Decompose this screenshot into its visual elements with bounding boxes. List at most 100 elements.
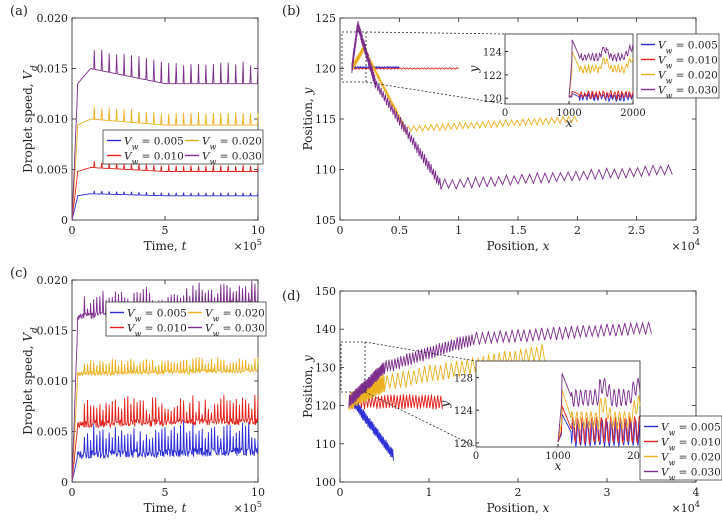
panel-b: 0 0.5 1 1.5 2 2.5 3 105 110 115 120 125 Position, x P… bbox=[282, 4, 720, 253]
y-tick-label: 150 bbox=[315, 285, 336, 298]
legend-entry: Vw = 0.030 bbox=[205, 323, 265, 339]
y-tick-label: 0.020 bbox=[37, 12, 69, 25]
trajectory-line bbox=[351, 21, 673, 191]
zoom-connector bbox=[365, 81, 506, 105]
y-tick-label: 130 bbox=[315, 361, 336, 374]
series-line bbox=[71, 280, 259, 483]
inset-series-line bbox=[557, 389, 641, 443]
panel-label: (d) bbox=[282, 289, 300, 304]
y-tick-label: 125 bbox=[315, 12, 336, 25]
y-tick-label: 0.005 bbox=[37, 164, 69, 177]
inset-series-line bbox=[568, 39, 634, 98]
x-tick-label: 10 bbox=[251, 224, 265, 237]
inset-x-tick-label: 2000 bbox=[620, 108, 645, 119]
x-multiplier: ×104 bbox=[672, 499, 700, 515]
legend-entry: Vw = 0.020 bbox=[661, 452, 721, 468]
y-tick-label: 0.010 bbox=[37, 375, 69, 388]
y-tick-label: 110 bbox=[315, 438, 336, 451]
inset-y-label: y bbox=[438, 400, 452, 408]
inset-y-tick-label: 120 bbox=[454, 439, 473, 450]
legend-entry: Vw = 0.005 bbox=[124, 136, 184, 152]
x-tick-label: 4 bbox=[693, 486, 700, 499]
inset-y-tick-label: 124 bbox=[454, 406, 473, 417]
y-tick-label: 0.015 bbox=[37, 63, 69, 76]
inset-y-tick-label: 128 bbox=[454, 373, 473, 384]
y-tick-label: 0.005 bbox=[37, 426, 69, 439]
legend-entry: Vw = 0.030 bbox=[661, 467, 721, 483]
y-tick-label: 120 bbox=[315, 63, 336, 76]
zoom-connector bbox=[364, 391, 477, 448]
inset-x-tick-label: 0 bbox=[473, 451, 479, 462]
legend-entry: Vw = 0.020 bbox=[658, 70, 718, 86]
legend-entry: Vw = 0.030 bbox=[202, 151, 262, 167]
x-tick-label: 10 bbox=[251, 486, 265, 499]
trajectory-line bbox=[352, 398, 394, 461]
x-tick-label: 0 bbox=[69, 224, 76, 237]
x-tick-label: 1 bbox=[426, 486, 433, 499]
y-tick-label: 105 bbox=[315, 214, 336, 227]
y-axis-label: Droplet speed, Vd bbox=[21, 65, 40, 173]
x-tick-label: 0 bbox=[337, 224, 344, 237]
x-tick-label: 0.5 bbox=[391, 224, 409, 237]
panel-label: (b) bbox=[282, 4, 300, 19]
x-tick-label: 1.5 bbox=[509, 224, 527, 237]
y-tick-label: 115 bbox=[315, 113, 336, 126]
panel-label: (a) bbox=[10, 4, 28, 19]
trajectory-line bbox=[348, 394, 443, 410]
x-tick-label: 2 bbox=[574, 224, 581, 237]
series-line bbox=[71, 419, 259, 483]
y-tick-label: 100 bbox=[315, 476, 336, 489]
y-tick-label: 0.010 bbox=[37, 113, 69, 126]
legend-entry: Vw = 0.010 bbox=[127, 323, 187, 339]
zoom-region-box bbox=[340, 341, 366, 393]
trajectory-line bbox=[348, 321, 652, 408]
zoom-connector bbox=[364, 341, 477, 362]
inset-x-tick-label: 0 bbox=[502, 108, 508, 119]
inset-x-label: x bbox=[566, 116, 573, 130]
y-axis-label: Droplet speed, Vd bbox=[21, 327, 40, 435]
x-tick-label: 2 bbox=[515, 486, 522, 499]
series-line bbox=[71, 49, 259, 221]
y-tick-label: 0.020 bbox=[37, 274, 69, 287]
inset-x-tick-label: 1000 bbox=[556, 108, 581, 119]
legend-entry: Vw = 0.010 bbox=[658, 55, 718, 71]
x-axis-label: Position, x bbox=[487, 239, 550, 253]
x-tick-label: 3 bbox=[693, 224, 700, 237]
series-line bbox=[71, 394, 259, 483]
y-axis-label: Position, y bbox=[301, 355, 315, 418]
inset-series-line bbox=[568, 90, 634, 101]
series-line bbox=[71, 190, 259, 221]
zoom-region-box bbox=[341, 31, 367, 83]
x-tick-label: 2.5 bbox=[628, 224, 646, 237]
x-tick-label: 5 bbox=[162, 224, 169, 237]
legend-entry: Vw = 0.005 bbox=[658, 40, 718, 56]
panel-c: 0 5 10 0 0.005 0.010 0.015 0.020 Time, t Droplet … bbox=[10, 266, 267, 515]
y-tick-label: 120 bbox=[315, 400, 336, 413]
x-multiplier: ×105 bbox=[234, 499, 262, 515]
legend-entry: Vw = 0.005 bbox=[127, 308, 187, 324]
x-tick-label: 5 bbox=[162, 486, 169, 499]
series-line bbox=[71, 107, 259, 221]
legend-box bbox=[102, 129, 264, 165]
x-multiplier: ×104 bbox=[672, 237, 700, 253]
x-tick-label: 0 bbox=[69, 486, 76, 499]
panel-a: 0 5 10 0 0.005 0.010 0.015 0.020 Time, t Droplet … bbox=[10, 4, 265, 253]
zoom-connector bbox=[365, 31, 506, 35]
x-tick-label: 0 bbox=[337, 486, 344, 499]
panel-d: 0 1 2 3 4 100 110 120 130 140 150 Position, x Positi… bbox=[282, 285, 722, 515]
legend-entry: Vw = 0.020 bbox=[205, 308, 265, 324]
inset-series-line bbox=[557, 405, 641, 444]
inset-x-tick-label: 1000 bbox=[545, 451, 570, 462]
x-axis-label: Time, t bbox=[144, 239, 187, 253]
inset-axes: 010002000120124128xy bbox=[438, 360, 653, 473]
panel-label: (c) bbox=[10, 266, 27, 281]
y-tick-label: 140 bbox=[315, 323, 336, 336]
inset-axes: 0 1000 2000 120 122 124 x y bbox=[467, 33, 646, 130]
inset-y-tick-label: 120 bbox=[483, 94, 502, 105]
legend-box bbox=[105, 301, 267, 337]
legend-entry: Vw = 0.005 bbox=[661, 422, 721, 438]
